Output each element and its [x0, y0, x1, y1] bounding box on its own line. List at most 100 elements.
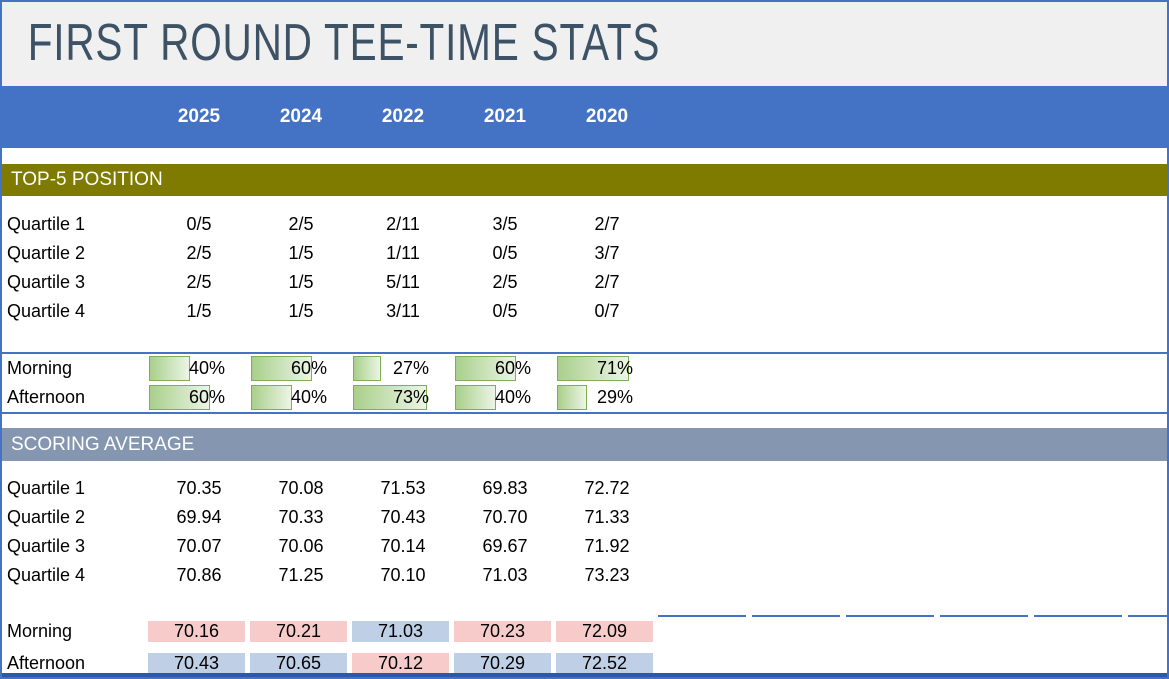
scoring-quartile4-row: Quartile 4 70.86 71.25 70.10 71.03 73.23: [2, 561, 658, 590]
row-label[interactable]: Quartile 4: [7, 301, 86, 321]
databar-value: 40%: [188, 358, 225, 378]
databar-value: 40%: [494, 387, 531, 407]
year-header-2025[interactable]: 2025: [177, 106, 221, 127]
stat-cell[interactable]: 5/11: [386, 272, 420, 292]
year-header-2020[interactable]: 2020: [585, 106, 629, 127]
stat-cell[interactable]: 70.70: [482, 507, 528, 527]
stat-cell[interactable]: 71.53: [380, 478, 426, 498]
row-label[interactable]: Morning: [7, 358, 73, 378]
divider-line: [2, 352, 1167, 354]
stat-cell[interactable]: 0/5: [492, 243, 518, 263]
afternoon-share-row: Afternoon 60% 40% 73% 40% 29%: [2, 383, 658, 412]
databar-cell[interactable]: 60%: [148, 383, 250, 412]
highlight-cell[interactable]: 71.03: [352, 620, 449, 642]
stat-cell[interactable]: 2/5: [186, 243, 212, 263]
stat-cell[interactable]: 70.10: [380, 565, 426, 585]
stat-cell[interactable]: 1/5: [288, 272, 314, 292]
stat-cell[interactable]: 1/5: [288, 243, 314, 263]
highlight-cell[interactable]: 70.23: [454, 620, 551, 642]
top5-quartile3-row: Quartile 3 2/5 1/5 5/11 2/5 2/7: [2, 268, 658, 297]
stat-cell[interactable]: 0/5: [492, 301, 518, 321]
highlight-cell[interactable]: 70.21: [250, 620, 347, 642]
row-label[interactable]: Quartile 3: [7, 536, 86, 556]
stat-cell[interactable]: 2/7: [594, 214, 620, 234]
morning-average-row: Morning 70.16 70.21 71.03 70.23 72.09: [2, 616, 658, 646]
stat-cell[interactable]: 70.06: [278, 536, 324, 556]
row-label[interactable]: Quartile 2: [7, 507, 86, 527]
stat-cell[interactable]: 3/5: [492, 214, 518, 234]
stat-cell[interactable]: 73.23: [584, 565, 630, 585]
section-header-scoring-average[interactable]: SCORING AVERAGE: [2, 428, 1167, 461]
row-label[interactable]: Quartile 3: [7, 272, 86, 292]
stat-cell[interactable]: 69.67: [482, 536, 528, 556]
highlight-cell[interactable]: 70.16: [148, 620, 245, 642]
databar-value: 29%: [596, 387, 633, 407]
stat-cell[interactable]: 70.07: [176, 536, 222, 556]
highlight-cell[interactable]: 70.65: [250, 652, 347, 674]
row-label[interactable]: Quartile 2: [7, 243, 86, 263]
databar-cell[interactable]: 40%: [454, 383, 556, 412]
databar-value: 27%: [392, 358, 429, 378]
row-label[interactable]: Quartile 1: [7, 214, 86, 234]
databar-cell[interactable]: 71%: [556, 354, 658, 383]
section-header-top5-position[interactable]: TOP-5 POSITION: [2, 164, 1167, 196]
databar: [557, 385, 587, 410]
databar: [251, 356, 313, 381]
stat-cell[interactable]: 72.72: [584, 478, 630, 498]
stat-cell[interactable]: 71.03: [482, 565, 528, 585]
databar-cell[interactable]: 60%: [454, 354, 556, 383]
stat-cell[interactable]: 71.92: [584, 536, 630, 556]
row-label[interactable]: Quartile 1: [7, 478, 86, 498]
stat-cell[interactable]: 70.14: [380, 536, 426, 556]
stat-cell[interactable]: 70.35: [176, 478, 222, 498]
row-label[interactable]: Morning: [7, 620, 73, 641]
year-header-2022[interactable]: 2022: [381, 106, 425, 127]
databar-cell[interactable]: 29%: [556, 383, 658, 412]
databar: [251, 385, 292, 410]
highlight-cell[interactable]: 70.43: [148, 652, 245, 674]
stat-cell[interactable]: 69.83: [482, 478, 528, 498]
row-label[interactable]: Afternoon: [7, 652, 86, 673]
databar-value: 40%: [290, 387, 327, 407]
databar-value: 60%: [494, 358, 531, 378]
stat-cell[interactable]: 1/5: [288, 301, 314, 321]
stat-cell[interactable]: 71.25: [278, 565, 324, 585]
scoring-quartile3-row: Quartile 3 70.07 70.06 70.14 69.67 71.92: [2, 532, 658, 561]
stat-cell[interactable]: 69.94: [176, 507, 222, 527]
databar-cell[interactable]: 40%: [250, 383, 352, 412]
row-label[interactable]: Quartile 4: [7, 565, 86, 585]
stat-cell[interactable]: 1/11: [386, 243, 420, 263]
stat-cell[interactable]: 70.43: [380, 507, 426, 527]
year-header-2024[interactable]: 2024: [279, 106, 323, 127]
stat-cell[interactable]: 1/5: [186, 301, 212, 321]
stat-cell[interactable]: 0/7: [594, 301, 620, 321]
databar-cell[interactable]: 40%: [148, 354, 250, 383]
stat-cell[interactable]: 2/7: [594, 272, 620, 292]
stat-cell[interactable]: 2/11: [386, 214, 420, 234]
highlight-cell[interactable]: 70.29: [454, 652, 551, 674]
highlight-cell[interactable]: 70.12: [352, 652, 449, 674]
stat-cell[interactable]: 2/5: [186, 272, 212, 292]
stat-cell[interactable]: 70.33: [278, 507, 324, 527]
stat-cell[interactable]: 71.33: [584, 507, 630, 527]
stat-cell[interactable]: 3/7: [594, 243, 620, 263]
stat-cell[interactable]: 0/5: [186, 214, 212, 234]
databar: [557, 356, 630, 381]
stat-cell[interactable]: 70.86: [176, 565, 222, 585]
stat-cell[interactable]: 70.08: [278, 478, 324, 498]
stat-cell[interactable]: 2/5: [492, 272, 518, 292]
databar-cell[interactable]: 73%: [352, 383, 454, 412]
year-header-2021[interactable]: 2021: [483, 106, 527, 127]
highlight-cell[interactable]: 72.52: [556, 652, 653, 674]
databar: [353, 356, 381, 381]
stat-cell[interactable]: 2/5: [288, 214, 314, 234]
databar-cell[interactable]: 27%: [352, 354, 454, 383]
databar: [149, 385, 211, 410]
row-label[interactable]: Afternoon: [7, 387, 86, 407]
databar-value: 60%: [290, 358, 327, 378]
databar-cell[interactable]: 60%: [250, 354, 352, 383]
top5-quartile4-row: Quartile 4 1/5 1/5 3/11 0/5 0/7: [2, 297, 658, 326]
highlight-cell[interactable]: 72.09: [556, 620, 653, 642]
stat-cell[interactable]: 3/11: [386, 301, 420, 321]
databar-value: 73%: [392, 387, 429, 407]
